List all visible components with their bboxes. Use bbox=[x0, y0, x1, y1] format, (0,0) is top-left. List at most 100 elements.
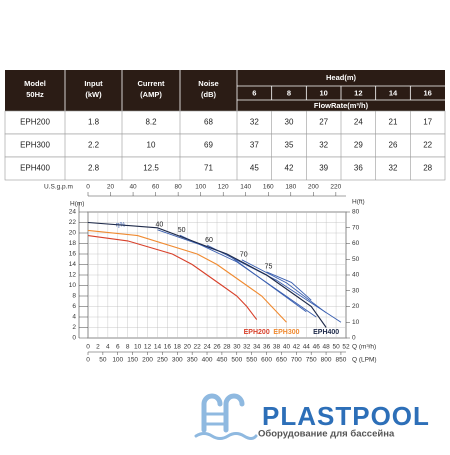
y2-tick-label: 80 bbox=[352, 209, 360, 216]
column-header: Model bbox=[24, 79, 46, 88]
y-tick-label: 10 bbox=[69, 282, 77, 289]
table-cell: 2.2 bbox=[88, 141, 100, 150]
x3-tick-label: 650 bbox=[276, 357, 287, 364]
efficiency-label: 75 bbox=[265, 264, 273, 271]
x-tick-label: 42 bbox=[293, 344, 301, 351]
table-cell: 37 bbox=[250, 141, 259, 150]
x-tick-label: 2 bbox=[96, 344, 100, 351]
column-header: (dB) bbox=[201, 90, 216, 99]
table-cell: 68 bbox=[204, 118, 213, 127]
x-tick-label: 4 bbox=[106, 344, 110, 351]
x-tick-label: 30 bbox=[233, 344, 241, 351]
legend-label: EPH400 bbox=[313, 329, 339, 336]
x-tick-label: 12 bbox=[144, 344, 152, 351]
table-cell: 28 bbox=[423, 164, 432, 173]
table-cell: 36 bbox=[354, 164, 363, 173]
table-cell: 69 bbox=[204, 141, 213, 150]
table-header-bg bbox=[5, 70, 445, 111]
column-header: Current bbox=[137, 79, 165, 88]
x2-tick-label: 20 bbox=[107, 184, 115, 191]
table-row bbox=[4, 133, 446, 158]
y2-tick-label: 60 bbox=[352, 240, 360, 247]
x-tick-label: 0 bbox=[86, 344, 90, 351]
y2-tick-label: 10 bbox=[352, 319, 360, 326]
efficiency-curve bbox=[206, 244, 342, 323]
table-cell: 30 bbox=[285, 118, 294, 127]
x3-axis-title: Q (LPM) bbox=[352, 357, 377, 364]
sub-header: FlowRate(m³/h) bbox=[314, 101, 369, 110]
pump-curve bbox=[87, 221, 327, 328]
pump-curve bbox=[87, 235, 258, 320]
table-cell: 12.5 bbox=[143, 164, 159, 173]
legend-label: EPH200 bbox=[244, 329, 270, 336]
x-tick-label: 38 bbox=[273, 344, 281, 351]
column-header: 50Hz bbox=[26, 90, 44, 99]
x3-tick-label: 700 bbox=[291, 357, 302, 364]
x2-tick-label: 100 bbox=[195, 184, 206, 191]
y2-tick-label: 40 bbox=[352, 272, 360, 279]
table-cell: 29 bbox=[354, 141, 363, 150]
x3-tick-label: 600 bbox=[261, 357, 272, 364]
x-tick-label: 28 bbox=[223, 344, 231, 351]
table-row bbox=[4, 110, 446, 135]
y-tick-label: 12 bbox=[69, 272, 77, 279]
head-value: 6 bbox=[252, 88, 256, 97]
table-cell: 8.2 bbox=[145, 118, 157, 127]
column-header: Input bbox=[84, 79, 103, 88]
table-cell: 45 bbox=[250, 164, 259, 173]
y-tick-label: 24 bbox=[69, 209, 77, 216]
legend-label: EPH300 bbox=[273, 329, 299, 336]
table-cell: 22 bbox=[423, 141, 432, 150]
x3-tick-label: 400 bbox=[202, 357, 213, 364]
x-tick-label: 34 bbox=[253, 344, 261, 351]
x-tick-label: 18 bbox=[174, 344, 182, 351]
x-tick-label: 48 bbox=[323, 344, 331, 351]
head-value: 12 bbox=[354, 88, 362, 97]
table-cell: 17 bbox=[423, 118, 432, 127]
efficiency-curve bbox=[241, 259, 327, 314]
table-cell: 39 bbox=[319, 164, 328, 173]
y2-tick-label: 20 bbox=[352, 303, 360, 310]
x-tick-label: 16 bbox=[164, 344, 172, 351]
head-value: 14 bbox=[389, 88, 398, 97]
x-tick-label: 10 bbox=[134, 344, 142, 351]
group-header: Head(m) bbox=[326, 73, 357, 82]
x-tick-label: 36 bbox=[263, 344, 271, 351]
table-cell: 71 bbox=[204, 164, 213, 173]
x2-axis-title: U.S.g.p.m bbox=[44, 184, 73, 191]
column-header: (AMP) bbox=[140, 90, 162, 99]
x-tick-label: 14 bbox=[154, 344, 162, 351]
table-row bbox=[4, 156, 446, 181]
x-tick-label: 22 bbox=[194, 344, 202, 351]
table-cell: 32 bbox=[389, 164, 398, 173]
y-tick-label: 2 bbox=[72, 324, 76, 331]
table-cell: EPH300 bbox=[20, 141, 50, 150]
x3-tick-label: 550 bbox=[246, 357, 257, 364]
table-cell: 24 bbox=[354, 118, 363, 127]
x-tick-label: 24 bbox=[203, 344, 211, 351]
x2-tick-label: 80 bbox=[175, 184, 183, 191]
x2-tick-label: 220 bbox=[330, 184, 341, 191]
efficiency-label: 60 bbox=[205, 237, 213, 244]
x2-tick-label: 200 bbox=[308, 184, 319, 191]
efficiency-curve bbox=[179, 234, 317, 318]
x2-tick-label: 60 bbox=[152, 184, 160, 191]
y-tick-label: 14 bbox=[69, 261, 77, 268]
pump-curve bbox=[87, 229, 287, 323]
x3-tick-label: 50 bbox=[99, 357, 107, 364]
x-tick-label: 20 bbox=[184, 344, 192, 351]
y-tick-label: 22 bbox=[69, 219, 77, 226]
y-tick-label: 16 bbox=[69, 251, 77, 258]
efficiency-label: 40 bbox=[155, 222, 163, 229]
x2-tick-label: 140 bbox=[240, 184, 251, 191]
x-tick-label: 32 bbox=[243, 344, 251, 351]
y-tick-label: 20 bbox=[69, 230, 77, 237]
x3-tick-label: 800 bbox=[321, 357, 332, 364]
x3-tick-label: 300 bbox=[172, 357, 183, 364]
efficiency-label: 70 bbox=[240, 252, 248, 259]
table-cell: 26 bbox=[389, 141, 398, 150]
head-value: 10 bbox=[319, 88, 327, 97]
y-tick-label: 18 bbox=[69, 240, 77, 247]
y-tick-label: 8 bbox=[72, 293, 76, 300]
y2-tick-label: 70 bbox=[352, 224, 360, 231]
